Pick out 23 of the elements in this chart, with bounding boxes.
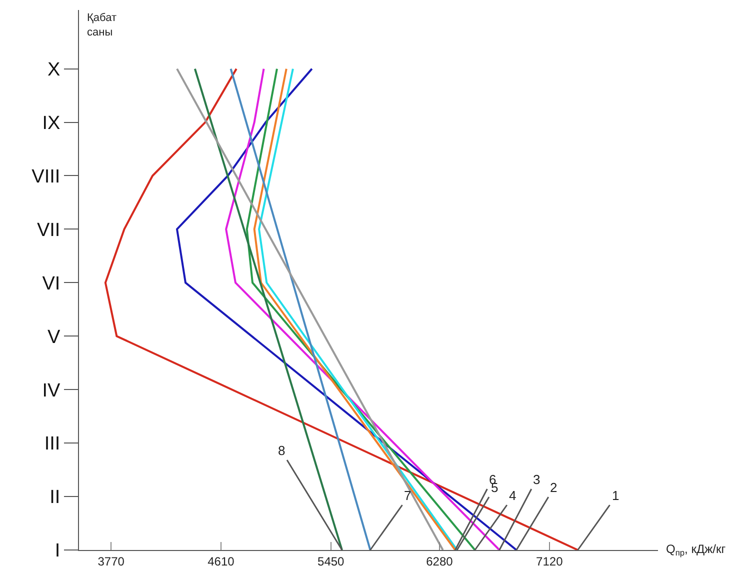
x-axis-title: Q$_{пр}$, кДж/кг [666,542,726,558]
x-tick-label: 4610 [208,554,235,568]
y-axis-title: Қабат саны [87,12,116,38]
x-tick-label: 3770 [98,554,125,568]
y-tick-label: V [48,326,61,348]
annotation: 8 [278,443,286,458]
y-tick-label: IV [42,380,61,402]
y-tick-label: X [48,59,61,80]
x-tick-label: 5450 [318,554,345,568]
annotation: 7 [404,488,412,503]
annotation: 3 [533,472,540,487]
x-tick-label: 7120 [536,554,564,568]
y-tick-label: VII [36,220,60,241]
y-tick-label: III [44,434,60,455]
annotation: 1 [612,488,620,503]
x-tick-label: 6280 [426,554,454,568]
y-tick-label: I [54,540,60,562]
annotation: 2 [550,480,558,495]
y-tick-label: II [50,487,60,508]
y-tick-label: VI [42,273,60,294]
annotation: 4 [509,488,516,503]
y-tick-label: IX [42,112,61,134]
y-tick-label: VIII [32,166,60,188]
